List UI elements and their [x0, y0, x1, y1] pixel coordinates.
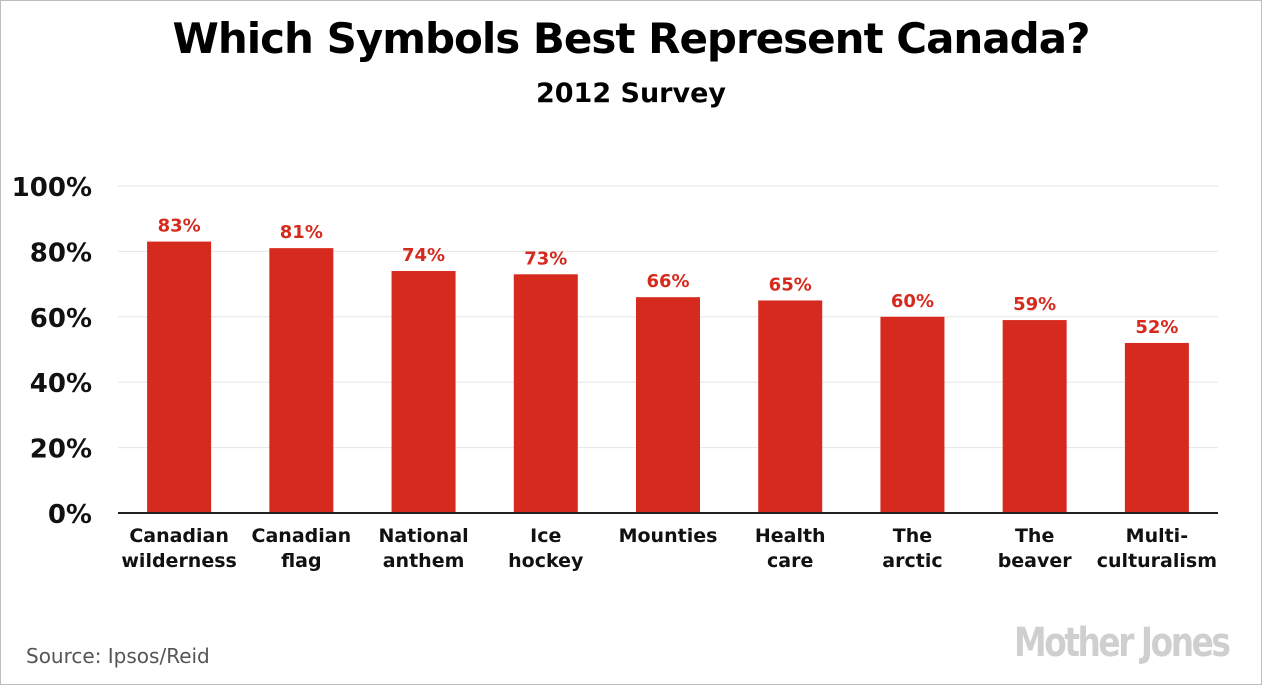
publisher-logo: Mother Jones	[1013, 620, 1231, 666]
x-tick-label: Mounties	[619, 525, 718, 547]
chart-subtitle: 2012 Survey	[535, 78, 727, 109]
bar	[269, 248, 334, 513]
bar	[1002, 320, 1067, 513]
x-tick-label-line: Canadian	[252, 525, 352, 547]
data-label: 65%	[769, 274, 812, 295]
data-label: 74%	[402, 245, 445, 266]
x-tick-label-line: culturalism	[1097, 550, 1217, 572]
y-tick-label: 80%	[30, 238, 92, 268]
x-tick-label: Canadian wilderness	[121, 525, 236, 572]
data-label: 73%	[524, 248, 567, 269]
y-tick-label: 40%	[30, 369, 92, 399]
x-tick-label-line: Health	[755, 525, 826, 547]
y-tick-label: 20%	[30, 435, 92, 465]
data-label: 83%	[158, 216, 201, 237]
x-tick-label: National anthem	[378, 525, 468, 572]
bar	[147, 241, 212, 513]
y-tick-label: 60%	[30, 304, 92, 334]
x-tick-label: Canadian flag	[252, 525, 352, 572]
x-tick-label-line: care	[767, 550, 813, 572]
x-tick-label-line: Mounties	[619, 525, 718, 547]
y-tick-label: 100%	[12, 173, 92, 203]
x-tick-label-line: arctic	[882, 550, 942, 572]
y-tick-label: 0%	[48, 500, 92, 530]
bar	[636, 297, 700, 513]
data-label: 81%	[280, 222, 323, 243]
x-tick-label-line: The	[1015, 525, 1054, 547]
x-tick-label: The beaver	[998, 525, 1073, 572]
x-tick-label: Multi-culturalism	[1097, 525, 1217, 572]
x-tick-label: Ice hockey	[508, 525, 584, 572]
source-note: Source: Ipsos/Reid	[26, 644, 210, 668]
x-tick-label-line: Canadian	[129, 525, 229, 547]
x-tick-label-line: anthem	[383, 550, 465, 572]
x-tick-label-line: hockey	[508, 550, 584, 572]
bar	[513, 274, 578, 513]
data-label: 66%	[646, 271, 689, 292]
bar	[1124, 342, 1189, 513]
x-tick-label-line: flag	[281, 550, 322, 572]
x-tick-label-line: Ice	[530, 525, 561, 547]
x-tick-label-line: wilderness	[121, 550, 236, 572]
chart-title: Which Symbols Best Represent Canada?	[172, 14, 1091, 63]
x-tick-label-line: beaver	[998, 550, 1073, 572]
x-tick-label: The arctic	[882, 525, 942, 572]
bar	[880, 316, 945, 513]
x-tick-label: Health care	[755, 525, 826, 572]
x-tick-label-line: Multi-	[1126, 525, 1188, 547]
data-label: 60%	[891, 291, 934, 312]
x-tick-label-line: National	[378, 525, 468, 547]
data-label: 52%	[1135, 317, 1178, 338]
data-label: 59%	[1013, 294, 1056, 315]
bar	[391, 271, 456, 513]
bar	[758, 300, 823, 513]
x-tick-label-line: The	[893, 525, 932, 547]
